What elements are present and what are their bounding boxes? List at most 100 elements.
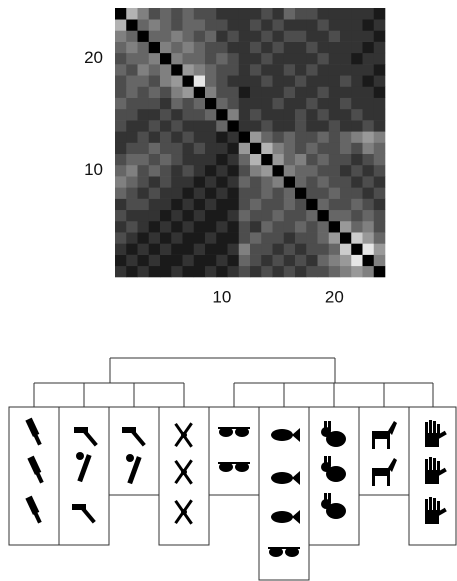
heat-cell <box>126 86 138 98</box>
heat-cell <box>318 98 330 110</box>
heat-cell <box>295 109 307 121</box>
heat-cell <box>306 19 318 31</box>
heat-cell <box>115 131 127 143</box>
heat-cell <box>239 30 251 42</box>
heat-cell <box>351 86 363 98</box>
leaf-box <box>209 407 259 495</box>
heat-cell <box>205 8 217 20</box>
heat-cell <box>351 64 363 76</box>
heat-cell <box>374 154 386 166</box>
heat-cell <box>183 109 195 121</box>
heat-cell <box>295 42 307 54</box>
heat-cell <box>295 8 307 20</box>
heat-cell <box>250 30 262 42</box>
heat-cell <box>205 232 217 244</box>
heat-cell <box>318 187 330 199</box>
heat-cell <box>205 109 217 121</box>
heat-cell <box>261 154 273 166</box>
heat-cell <box>115 199 127 211</box>
heat-cell <box>250 19 262 31</box>
heat-cell <box>250 53 262 65</box>
heat-cell <box>239 176 251 188</box>
heat-cell <box>250 255 262 267</box>
heat-cell <box>228 131 240 143</box>
heat-cell <box>126 176 138 188</box>
heat-cell <box>239 165 251 177</box>
heat-cell <box>138 64 150 76</box>
heat-cell <box>306 210 318 222</box>
heat-cell <box>228 98 240 110</box>
heat-cell <box>194 30 206 42</box>
heat-cell <box>318 243 330 255</box>
heat-cell <box>138 19 150 31</box>
heat-cell <box>273 143 285 155</box>
heat-cell <box>216 8 228 20</box>
heat-cell <box>295 266 307 278</box>
heat-cell <box>183 30 195 42</box>
heat-cell <box>250 221 262 233</box>
heat-cell <box>138 86 150 98</box>
heat-cell <box>273 176 285 188</box>
heat-cell <box>205 176 217 188</box>
heat-cell <box>340 53 352 65</box>
heat-cell <box>318 120 330 132</box>
heat-cell <box>149 19 161 31</box>
heat-cell <box>363 19 375 31</box>
heat-cell <box>351 266 363 278</box>
leaf-box <box>359 407 409 495</box>
heat-cell <box>318 165 330 177</box>
heat-cell <box>183 221 195 233</box>
heat-cell <box>194 75 206 87</box>
heat-cell <box>284 176 296 188</box>
heat-cell <box>261 53 273 65</box>
heat-cell <box>228 42 240 54</box>
heat-cell <box>171 266 183 278</box>
heat-cell <box>261 109 273 121</box>
heat-cell <box>273 64 285 76</box>
heat-cell <box>340 86 352 98</box>
heat-cell <box>115 154 127 166</box>
heat-cell <box>126 187 138 199</box>
heat-cell <box>295 86 307 98</box>
heat-cell <box>261 143 273 155</box>
heat-cell <box>171 86 183 98</box>
heat-cell <box>216 53 228 65</box>
heat-cell <box>138 131 150 143</box>
heat-cell <box>149 187 161 199</box>
heat-cell <box>194 176 206 188</box>
heat-cell <box>306 109 318 121</box>
heat-cell <box>374 221 386 233</box>
heat-cell <box>329 199 341 211</box>
heat-cell <box>340 42 352 54</box>
heat-cell <box>340 187 352 199</box>
heat-cell <box>284 19 296 31</box>
heat-cell <box>340 75 352 87</box>
heat-cell <box>160 30 172 42</box>
heat-cell <box>250 98 262 110</box>
heat-cell <box>239 243 251 255</box>
heat-cell <box>351 8 363 20</box>
heat-cell <box>295 165 307 177</box>
heat-cell <box>261 98 273 110</box>
heat-cell <box>374 120 386 132</box>
heat-cell <box>216 221 228 233</box>
heat-cell <box>363 98 375 110</box>
heat-cell <box>126 64 138 76</box>
heat-cell <box>160 232 172 244</box>
heat-cell <box>363 221 375 233</box>
heat-cell <box>261 19 273 31</box>
heat-cell <box>318 109 330 121</box>
heat-cell <box>340 19 352 31</box>
heat-cell <box>306 42 318 54</box>
heat-cell <box>149 199 161 211</box>
heat-cell <box>149 120 161 132</box>
heat-cell <box>351 109 363 121</box>
leaf-box <box>109 407 159 495</box>
heat-cell <box>228 266 240 278</box>
heat-cell <box>149 255 161 267</box>
heat-cell <box>183 243 195 255</box>
heat-cell <box>250 199 262 211</box>
heat-cell <box>363 64 375 76</box>
heat-cell <box>149 53 161 65</box>
heat-cell <box>340 131 352 143</box>
